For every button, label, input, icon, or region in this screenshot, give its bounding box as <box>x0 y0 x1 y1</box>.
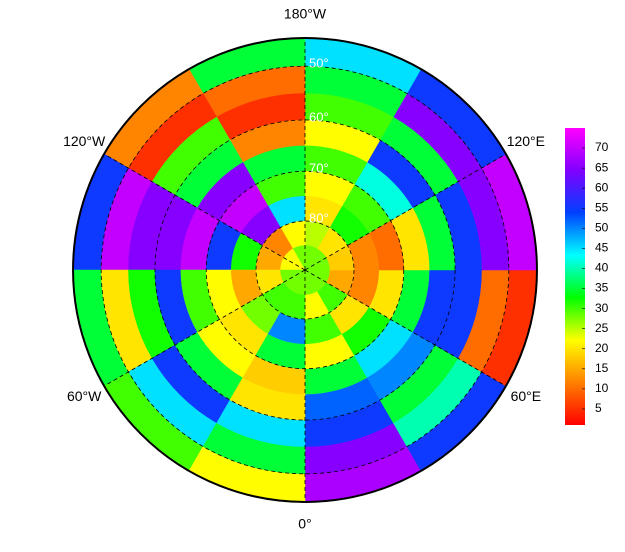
colorbar-tick-label: 30 <box>595 301 609 315</box>
map-border <box>72 37 538 503</box>
meridian-line <box>304 153 507 271</box>
colorbar-tick-label: 10 <box>595 381 609 395</box>
lat-label: 80° <box>309 210 329 225</box>
colorbar-scale <box>565 128 585 425</box>
lon-label: 120°W <box>63 133 106 149</box>
lon-label: 0° <box>298 516 311 532</box>
colorbar-tick-label: 25 <box>595 321 609 335</box>
colorbar-tick-label: 40 <box>595 261 609 275</box>
colorbar-tick-label: 55 <box>595 200 609 214</box>
parallel-line <box>154 119 456 421</box>
colorbar-tick-label: 15 <box>595 361 609 375</box>
field <box>72 37 538 503</box>
lon-label: 120°E <box>507 133 545 149</box>
lat-label: 50° <box>309 56 329 71</box>
colorbar-tick-label: 45 <box>595 241 609 255</box>
lon-label: 180°W <box>284 6 327 22</box>
colorbar: 5 10 15 20 25 30 35 40 45 50 55 60 65 70 <box>565 128 609 425</box>
colorbar-tick-label: 65 <box>595 160 609 174</box>
meridian-line <box>103 269 306 387</box>
labels: 50° 60° 70° 80° 180°W 120°E 60°E 0° 60°W 120°W <box>63 6 545 532</box>
colorbar-tick-label: 35 <box>595 281 609 295</box>
lon-label: 60°W <box>67 388 102 404</box>
colorbar-tick-label: 60 <box>595 180 609 194</box>
meridian-line <box>304 269 507 387</box>
meridian-line <box>103 153 306 271</box>
colorbar-tick-label: 20 <box>595 341 609 355</box>
colorbar-tick-label: 50 <box>595 221 609 235</box>
lon-label: 60°E <box>511 388 542 404</box>
lat-label: 60° <box>309 109 329 124</box>
graticule <box>72 37 538 503</box>
colorbar-tick-label: 5 <box>595 401 602 415</box>
parallel-line <box>255 220 355 320</box>
lat-label: 70° <box>309 161 329 176</box>
colorbar-tick-label: 70 <box>595 140 609 154</box>
